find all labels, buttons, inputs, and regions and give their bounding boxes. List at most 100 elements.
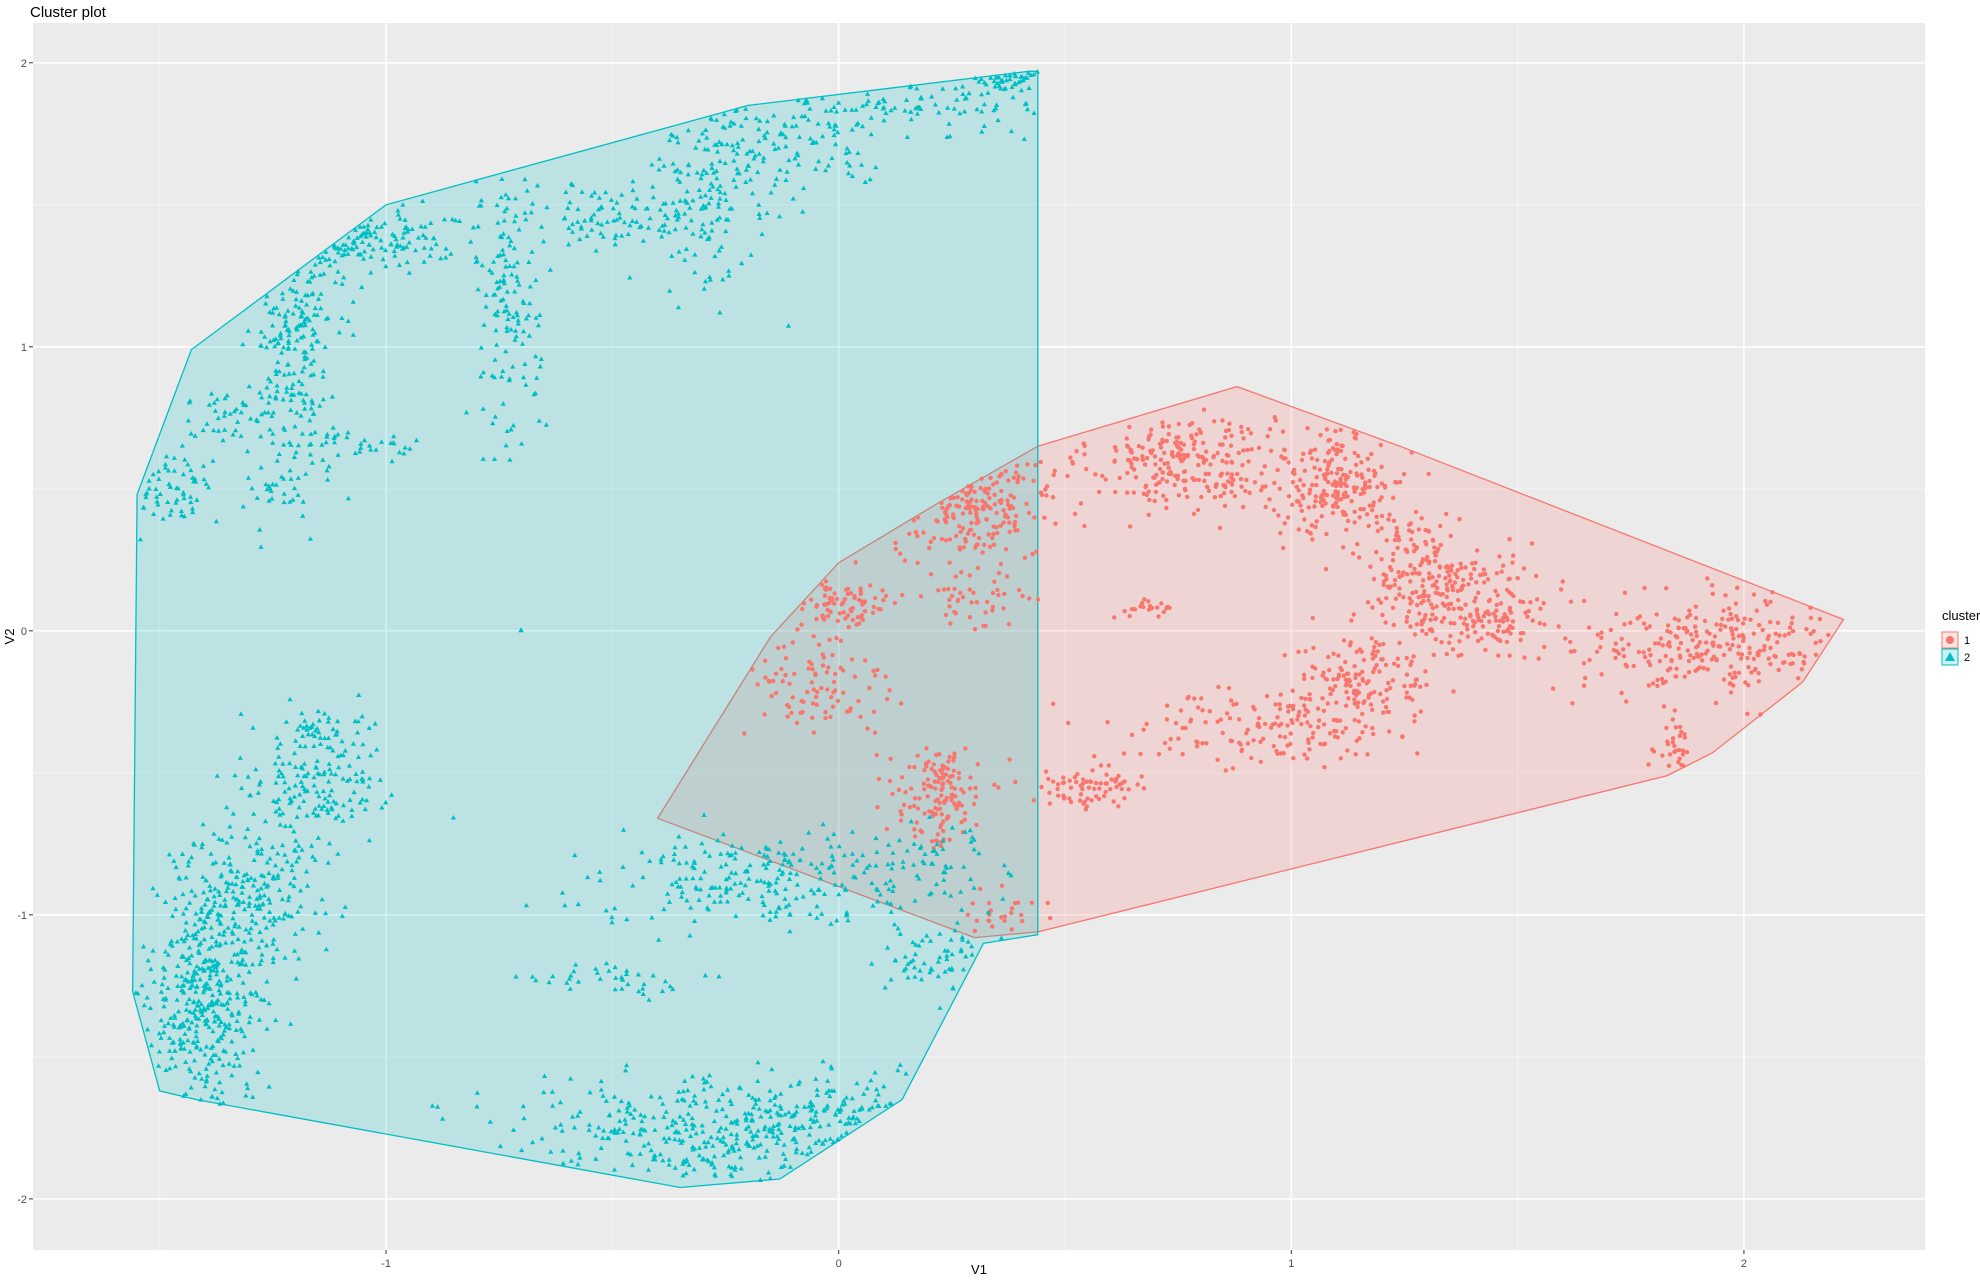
cluster-2-point [717,884,723,890]
cluster-2-point [187,960,193,966]
cluster-1-point [1201,440,1206,446]
cluster-2-point [336,329,342,335]
cluster-2-point [372,721,378,726]
cluster-1-point [1682,674,1687,679]
cluster-2-point [344,434,350,440]
cluster-2-point [902,954,908,959]
x-axis-title: V1 [971,1262,987,1277]
cluster-1-point [1736,633,1742,639]
cluster-2-point [992,83,998,89]
cluster-2-point [504,205,510,211]
cluster-1-point [1368,691,1374,696]
cluster-2-point [734,1132,740,1137]
cluster-1-point [1345,494,1350,499]
cluster-2-point [478,345,484,350]
cluster-2-point [718,851,724,856]
cluster-1-point [1371,468,1377,474]
cluster-1-point [1421,578,1426,583]
cluster-2-point [941,877,947,882]
cluster-1-point [1009,910,1014,916]
cluster-2-point [183,935,189,941]
cluster-2-point [204,981,210,986]
cluster-2-point [298,413,304,418]
x-tick-label: 0 [836,1258,842,1270]
cluster-1-point [1285,723,1290,728]
cluster-2-point [719,1106,725,1112]
cluster-2-point [245,1085,251,1091]
cluster-1-point [1337,718,1343,723]
cluster-2-point [620,827,627,832]
cluster-2-point [291,828,297,834]
cluster-1-point [1384,576,1389,582]
cluster-1-point [783,656,789,661]
cluster-1-point [1379,464,1384,470]
cluster-2-point [355,251,361,257]
cluster-1-point [935,779,941,784]
cluster-2-point [932,102,938,107]
cluster-2-point [400,235,406,240]
cluster-1-point [1710,591,1716,596]
cluster-1-point [941,819,946,824]
cluster-1-point [1435,585,1440,591]
cluster-2-point [258,544,264,549]
cluster-2-point [624,1105,630,1110]
cluster-1-point [971,590,976,595]
cluster-1-point [795,627,800,632]
cluster-2-point [279,842,286,848]
cluster-1-point [1748,617,1753,622]
cluster-2-point [193,1015,199,1021]
cluster-1-point [1067,796,1072,801]
cluster-2-point [638,1112,644,1117]
cluster-2-point [298,391,304,396]
cluster-1-point [1659,676,1665,682]
cluster-2-point [702,1098,708,1104]
cluster-2-point [503,303,509,308]
cluster-2-point [187,1049,193,1054]
cluster-2-point [593,1156,599,1161]
cluster-2-point [254,887,261,893]
cluster-1-point [1309,523,1315,528]
cluster-2-point [249,912,255,917]
cluster-2-point [685,1087,691,1093]
cluster-1-point [1408,521,1414,526]
cluster-1-point [1009,906,1015,911]
cluster-1-point [915,515,921,520]
cluster-2-point [183,1007,189,1012]
cluster-2-point [363,234,369,239]
cluster-2-point [507,242,513,248]
cluster-2-point [253,766,259,772]
cluster-2-point [350,332,356,337]
cluster-2-point [339,315,345,320]
cluster-2-point [802,113,808,118]
cluster-2-point [292,782,298,788]
cluster-2-point [328,804,334,810]
cluster-2-point [188,467,194,473]
cluster-2-point [749,1117,755,1122]
cluster-1-point [991,531,996,537]
cluster-2-point [501,308,507,314]
cluster-2-point [617,1118,623,1123]
cluster-1-point [1310,537,1315,542]
cluster-2-point [288,1021,294,1026]
cluster-2-point [715,837,721,843]
cluster-2-point [566,225,572,230]
cluster-2-point [652,1127,658,1132]
cluster-2-point [316,803,322,808]
cluster-2-point [670,1118,676,1123]
cluster-1-point [972,627,978,632]
cluster-2-point [813,1109,819,1114]
cluster-2-point [161,975,167,980]
cluster-1-point [800,606,805,612]
cluster-2-point [180,1040,186,1045]
cluster-2-point [598,204,604,209]
cluster-2-point [696,1145,703,1150]
cluster-1-point [1426,471,1431,477]
cluster-1-point [1192,439,1198,444]
cluster-1-point [929,766,934,772]
cluster-2-point [382,247,389,253]
cluster-2-point [922,851,928,856]
cluster-1-point [1493,588,1498,594]
cluster-2-point [248,416,254,421]
cluster-1-point [1229,433,1234,438]
